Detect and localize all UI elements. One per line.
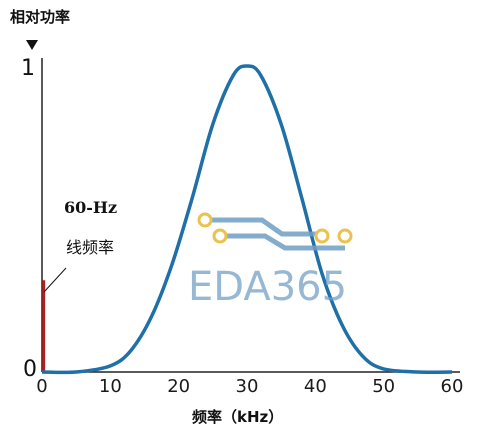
x-tick-label: 60 xyxy=(441,376,464,397)
watermark-trace xyxy=(220,233,345,251)
watermark-pad xyxy=(337,228,353,244)
power-spectrum-line xyxy=(41,64,453,375)
x-axis-title: 频率（kHz） xyxy=(192,408,283,426)
y-axis-title: 相对功率 xyxy=(10,8,70,26)
watermark-pad xyxy=(314,228,330,244)
x-tick-label: 20 xyxy=(167,376,190,397)
watermark-trace xyxy=(205,217,320,237)
watermark-pad xyxy=(197,212,213,228)
watermark-text: EDA365 xyxy=(188,264,347,310)
x-tick-labels: 0 10 20 30 40 50 60 xyxy=(36,376,463,397)
y-tick-label: 0 xyxy=(23,357,37,382)
annotation-pointer xyxy=(43,267,67,293)
x-tick-label: 50 xyxy=(372,376,395,397)
watermark-logo: EDA365 xyxy=(188,212,353,310)
watermark-pad xyxy=(212,228,228,244)
annotation-60hz: 60-Hz xyxy=(64,198,117,217)
y-axis-arrow-icon xyxy=(26,40,38,50)
y-tick-label: 1 xyxy=(21,56,35,81)
x-tick-label: 40 xyxy=(304,376,327,397)
annotation-line-frequency: 线频率 xyxy=(66,238,114,257)
x-tick-label: 10 xyxy=(99,376,122,397)
x-tick-label: 0 xyxy=(36,376,47,397)
x-tick-label: 30 xyxy=(236,376,259,397)
